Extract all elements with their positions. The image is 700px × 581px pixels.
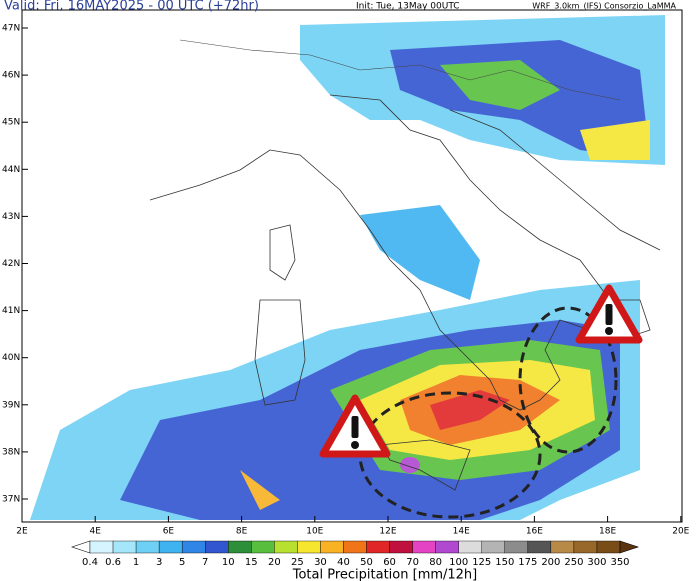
warning-dot	[605, 327, 613, 335]
colorbar-segment	[89, 540, 114, 554]
colorbar-segment	[158, 540, 183, 554]
colorbar-label: 20	[268, 557, 281, 568]
lon-label: 6E	[163, 527, 175, 537]
lon-label: 4E	[89, 527, 101, 537]
colorbar-label: 125	[472, 557, 491, 568]
warning-icon	[575, 284, 643, 344]
colorbar-segment	[181, 540, 206, 554]
lat-label: 40N	[2, 353, 20, 363]
lon-label: 16E	[526, 527, 543, 537]
colorbar-label: 3	[156, 557, 162, 568]
coastline	[254, 299, 306, 406]
warning-dot	[351, 441, 359, 449]
colorbar-end	[71, 540, 91, 554]
lat-label: 42N	[2, 259, 20, 269]
lon-label: 8E	[236, 527, 248, 537]
colorbar-segment	[504, 540, 529, 554]
colorbar-segment	[573, 540, 598, 554]
colorbar-label: 25	[291, 557, 304, 568]
colorbar-segment	[205, 540, 229, 554]
colorbar-label: 100	[449, 557, 468, 568]
colorbar-label: 175	[518, 557, 537, 568]
lat-label: 47N	[2, 24, 20, 34]
lat-label: 45N	[2, 118, 20, 128]
lon-label: 14E	[453, 527, 470, 537]
colorbar-segment	[251, 540, 275, 554]
colorbar-segment	[343, 540, 367, 554]
rain-area	[440, 60, 560, 110]
colorbar-segment	[320, 540, 344, 554]
colorbar-label: 10	[222, 557, 235, 568]
annotations	[319, 284, 643, 519]
colorbar-segment	[596, 540, 621, 554]
rain-core	[400, 457, 420, 473]
colorbar-label: 40	[337, 557, 350, 568]
colorbar-label: 250	[564, 557, 583, 568]
lat-label: 43N	[2, 212, 20, 222]
colorbar-segment	[228, 540, 252, 554]
colorbar-label: 350	[610, 557, 629, 568]
colorbar-label: 60	[383, 557, 396, 568]
colorbar-segment	[412, 540, 436, 554]
colorbar-segment	[481, 540, 505, 554]
colorbar-segment	[274, 540, 298, 554]
rain-area	[360, 205, 480, 300]
warning-icon	[319, 394, 391, 458]
lon-label: 10E	[306, 527, 323, 537]
warning-mark	[351, 416, 359, 438]
colorbar-label: 15	[245, 557, 258, 568]
lat-label: 37N	[2, 495, 20, 505]
model-credit: WRF_3.0km_(IFS) Consorzio_LaMMA	[532, 2, 676, 11]
lat-label: 44N	[2, 165, 20, 175]
highlight-ellipse	[518, 306, 618, 454]
colorbar-segment	[297, 540, 321, 554]
colorbar-label: 5	[179, 557, 185, 568]
coastline	[379, 439, 471, 491]
colorbar-label: 0.6	[105, 557, 121, 568]
lon-label: 2E	[16, 527, 28, 537]
lon-label: 18E	[599, 527, 616, 537]
colorbar-label: 80	[429, 557, 442, 568]
lon-label: 12E	[379, 527, 396, 537]
colorbar-label: 150	[495, 557, 514, 568]
coastline	[449, 109, 661, 251]
colorbar-label: 70	[406, 557, 419, 568]
lat-label: 39N	[2, 400, 20, 410]
colorbar-label: 1	[133, 557, 139, 568]
colorbar-segment	[389, 540, 413, 554]
colorbar-label: 0.4	[82, 557, 98, 568]
lon-label: 20E	[672, 527, 689, 537]
colorbar-label: 200	[541, 557, 560, 568]
colorbar-end	[619, 540, 639, 554]
coastlines	[149, 39, 661, 491]
colorbar-segment	[112, 540, 137, 554]
colorbar-segment	[435, 540, 459, 554]
rain-area	[580, 120, 650, 160]
colorbar-segment	[458, 540, 482, 554]
colorbar-segment	[527, 540, 552, 554]
colorbar-label: 50	[360, 557, 373, 568]
valid-time: Valid: Fri, 16MAY2025 - 00 UTC (+72hr)	[4, 0, 259, 14]
colorbar-segment	[550, 540, 575, 554]
lat-label: 46N	[2, 71, 20, 81]
coastline	[149, 94, 651, 411]
colorbar-segment	[135, 540, 160, 554]
colorbar-segment	[366, 540, 390, 554]
rain-area	[240, 470, 280, 510]
colorbar-label: 7	[202, 557, 208, 568]
border	[179, 39, 621, 101]
lat-label: 41N	[2, 306, 20, 316]
warning-mark	[605, 304, 613, 325]
init-time: Init: Tue, 13May 00UTC	[356, 2, 460, 12]
lat-label: 38N	[2, 447, 20, 457]
colorbar-label: 300	[587, 557, 606, 568]
colorbar-label: 30	[314, 557, 327, 568]
colorbar-title: Total Precipitation [mm/12h]	[292, 568, 478, 581]
coastline	[269, 224, 296, 281]
